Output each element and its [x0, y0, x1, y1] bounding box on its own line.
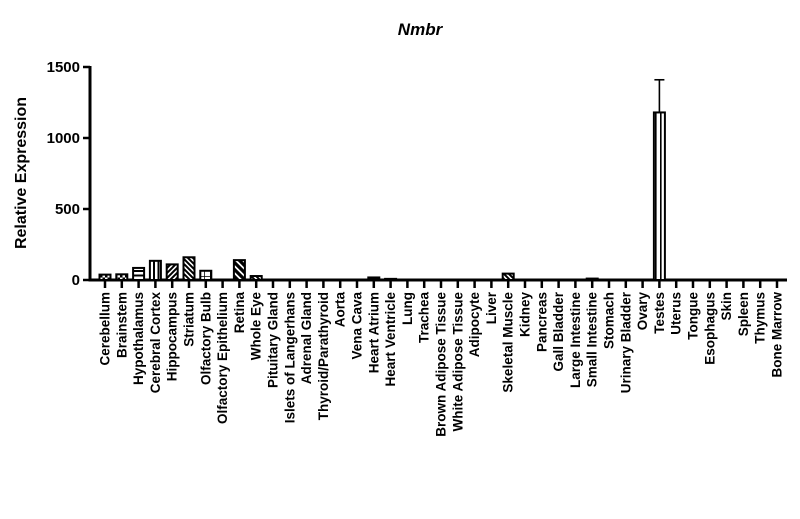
- y-tick-label: 500: [55, 201, 80, 218]
- category-label-hippocampus: Hippocampus: [165, 292, 180, 381]
- category-label-pancreas: Pancreas: [534, 292, 549, 352]
- category-label-thymus: Thymus: [753, 292, 768, 344]
- category-label-cerebellum: Cerebellum: [98, 292, 113, 366]
- category-label-esophagus: Esophagus: [702, 292, 717, 365]
- category-label-pituitary-gland: Pituitary Gland: [266, 292, 281, 388]
- category-label-uterus: Uterus: [669, 292, 684, 335]
- category-label-cerebral-cortex: Cerebral Cortex: [148, 292, 163, 394]
- category-label-striatum: Striatum: [182, 292, 197, 347]
- bar-olfactory-bulb: [199, 269, 213, 281]
- category-label-skin: Skin: [719, 292, 734, 321]
- bar-brainstem: [115, 273, 129, 282]
- bar-skeletal-muscle: [501, 272, 515, 281]
- category-label-thyroid-parathyroid: Thyroid/Parathyroid: [316, 292, 331, 420]
- bar-testes: [652, 111, 666, 281]
- category-label-brainstem: Brainstem: [114, 292, 129, 358]
- chart-title: Nmbr: [397, 20, 443, 39]
- category-label-heart-ventricle: Heart Ventricle: [383, 292, 398, 387]
- bar-striatum: [182, 256, 196, 281]
- bar-hypothalamus: [132, 266, 146, 281]
- bar-hippocampus: [165, 263, 179, 282]
- category-label-vena-cava: Vena Cava: [350, 292, 365, 360]
- category-label-urinary-bladder: Urinary Bladder: [618, 291, 633, 393]
- category-label-ovary: Ovary: [635, 292, 650, 331]
- category-label-heart-atrium: Heart Atrium: [366, 292, 381, 373]
- category-label-liver: Liver: [484, 291, 499, 324]
- y-tick-label: 0: [72, 272, 80, 289]
- category-label-islets-of-langerhans: Islets of Langerhans: [282, 292, 297, 423]
- bar-heart-atrium: [367, 276, 381, 282]
- category-label-lung: Lung: [400, 292, 415, 325]
- category-label-testes: Testes: [652, 292, 667, 334]
- category-label-kidney: Kidney: [518, 292, 533, 338]
- category-label-adrenal-gland: Adrenal Gland: [299, 292, 314, 384]
- category-label-white-adipose-tissue: White Adipose Tissue: [450, 292, 465, 432]
- category-label-large-intestine: Large Intestine: [568, 292, 583, 389]
- bar-cerebellum: [98, 273, 112, 282]
- bar-small-intestine: [585, 277, 599, 281]
- category-label-whole-eye: Whole Eye: [249, 292, 264, 361]
- category-label-brown-adipose-tissue: Brown Adipose Tissue: [434, 292, 449, 437]
- category-label-olfactory-epithelium: Olfactory Epithelium: [215, 292, 230, 424]
- bar-heart-ventricle: [384, 277, 398, 282]
- category-label-gall-bladder: Gall Bladder: [551, 291, 566, 371]
- category-label-trachea: Trachea: [417, 292, 432, 344]
- bar-cerebral-cortex: [148, 259, 162, 281]
- category-label-spleen: Spleen: [736, 292, 751, 336]
- category-label-bone-marrow: Bone Marrow: [770, 292, 785, 378]
- category-label-aorta: Aorta: [333, 292, 348, 328]
- category-label-skeletal-muscle: Skeletal Muscle: [501, 292, 516, 393]
- category-label-small-intestine: Small Intestine: [585, 292, 600, 388]
- bar-whole-eye: [249, 275, 263, 281]
- category-label-olfactory-bulb: Olfactory Bulb: [198, 292, 213, 385]
- plot-area: 0 500 1000 1500 Cerebellum Brainstem Hypothala…: [47, 59, 787, 437]
- bar-retina: [232, 259, 246, 281]
- category-label-tongue: Tongue: [686, 292, 701, 340]
- y-tick-label: 1500: [47, 59, 80, 76]
- category-label-retina: Retina: [232, 292, 247, 334]
- category-label-adipocyte: Adipocyte: [467, 292, 482, 358]
- category-label-stomach: Stomach: [602, 292, 617, 349]
- category-label-hypothalamus: Hypothalamus: [131, 292, 146, 385]
- y-tick-label: 1000: [47, 130, 80, 147]
